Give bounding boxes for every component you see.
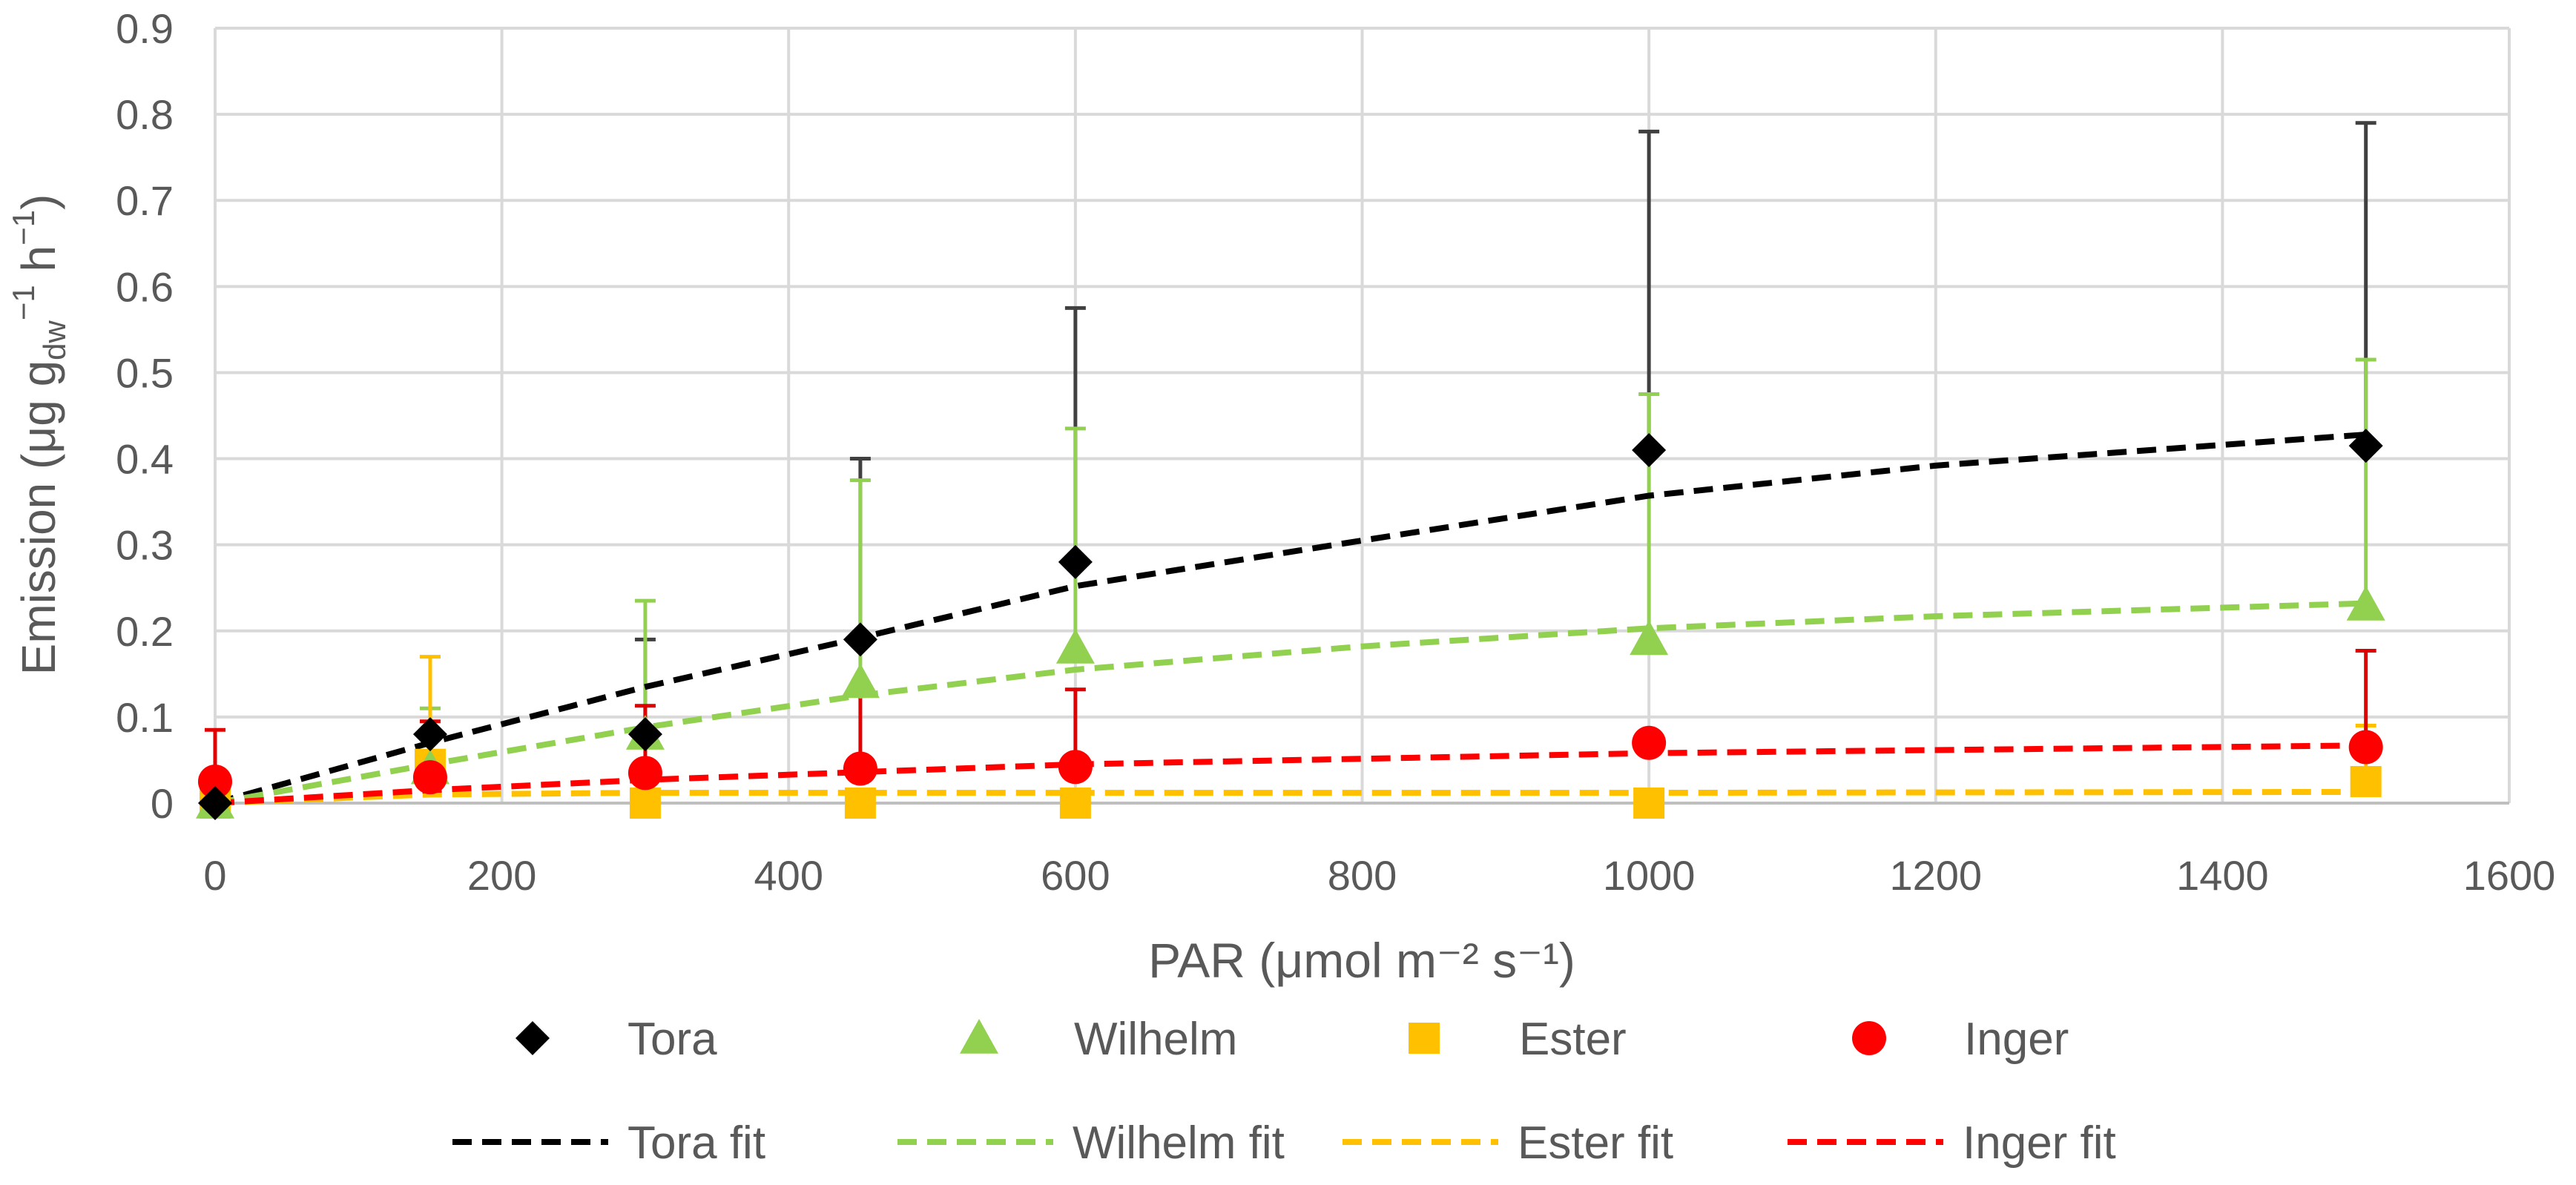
point-tora (412, 717, 447, 752)
y-tick-label: 0.5 (116, 349, 174, 396)
error-bars (205, 121, 2376, 782)
y-label-sup1: −1 (6, 285, 41, 320)
legend-label-inger-fit: Inger fit (1963, 1118, 2116, 1169)
x-tick-label: 400 (754, 852, 823, 899)
legend-label-tora-fit: Tora fit (627, 1118, 765, 1169)
y-tick-label: 0.6 (116, 263, 174, 310)
legend-label-inger: Inger (1964, 1014, 2069, 1065)
point-tora (627, 717, 662, 752)
point-inger (843, 751, 877, 786)
legend-label-ester-fit: Ester fit (1518, 1118, 1673, 1169)
x-tick-label: 1400 (2176, 852, 2269, 899)
x-tick-label: 200 (467, 852, 536, 899)
y-tick-label: 0.4 (116, 436, 174, 483)
x-axis-label: PAR (μmol m⁻² s⁻¹) (1148, 933, 1575, 988)
wilhelm-fit-line (214, 600, 2366, 806)
x-tick-label: 1200 (1889, 852, 1982, 899)
legend-label-tora: Tora (627, 1014, 717, 1065)
point-inger (1632, 725, 1667, 760)
point-inger (412, 760, 447, 795)
y-label-suffix: ) (12, 194, 65, 210)
axes (214, 28, 2509, 805)
point-inger (627, 756, 662, 790)
point-ester (2350, 765, 2382, 797)
tick-labels: 0 0.1 0.2 0.3 0.4 0.5 0.6 0.7 0.8 0.9 0 200 400 600 80… (116, 5, 2555, 899)
data-points (196, 429, 2385, 820)
point-ester (1059, 788, 1091, 819)
y-tick-label: 0.8 (116, 91, 174, 138)
y-label-sub: dw (37, 320, 72, 360)
point-inger (1058, 750, 1093, 785)
y-tick-label: 0.2 (116, 608, 174, 655)
y-label-sup2: −1 (6, 210, 41, 245)
point-wilhelm (2346, 585, 2385, 621)
legend-label-wilhelm: Wilhelm (1074, 1014, 1237, 1065)
legend: Tora Wilhelm Ester Inger Tora fit Wilhelm fit… (452, 1014, 2116, 1169)
point-inger (198, 764, 232, 799)
point-ester (629, 788, 661, 819)
x-tick-label: 800 (1328, 852, 1397, 899)
grid (215, 27, 2511, 803)
legend-label-ester: Ester (1519, 1014, 1627, 1065)
legend-label-wilhelm-fit: Wilhelm fit (1073, 1118, 1285, 1169)
y-tick-label: 0.9 (116, 5, 174, 52)
legend-marker-ester (1409, 1023, 1440, 1054)
point-wilhelm (1055, 629, 1095, 664)
legend-marker-tora (515, 1021, 550, 1055)
y-tick-label: 0.3 (116, 522, 174, 569)
point-wilhelm (840, 663, 880, 699)
point-ester (1633, 788, 1665, 819)
point-ester (844, 788, 876, 819)
legend-marker-wilhelm (960, 1019, 998, 1054)
y-tick-label: 0 (151, 780, 174, 827)
y-tick-label: 0.1 (116, 694, 174, 741)
point-tora (843, 622, 877, 657)
x-tick-label: 600 (1041, 852, 1110, 899)
point-inger (2348, 730, 2383, 765)
fit-lines (214, 432, 2366, 806)
x-tick-label: 0 (203, 852, 226, 899)
y-tick-label: 0.7 (116, 177, 174, 224)
point-tora (2348, 429, 2383, 463)
ester-fit-line (214, 788, 2366, 806)
legend-marker-inger (1852, 1021, 1886, 1055)
point-tora (198, 786, 232, 820)
x-tick-label: 1600 (2463, 852, 2556, 899)
point-tora (1058, 544, 1093, 579)
x-tick-label: 1000 (1603, 852, 1696, 899)
y-label-mid: h (12, 245, 65, 285)
point-tora (1632, 432, 1667, 467)
y-label-prefix: Emission (μg g (12, 360, 65, 676)
tora-fit-line (214, 432, 2366, 806)
y-axis-label: Emission (μg gdw−1 h−1) (6, 194, 72, 676)
point-wilhelm (1630, 620, 1669, 656)
